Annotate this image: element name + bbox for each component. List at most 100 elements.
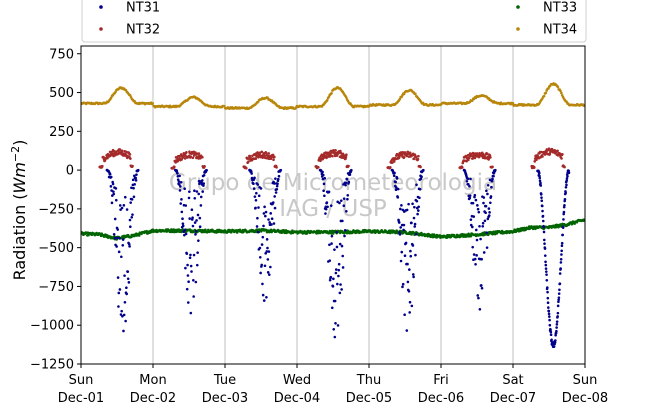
watermark-line-1: Grupo de Micrometeorologia [169,170,497,196]
nt31-point [555,323,559,326]
nt31-point [259,187,263,190]
nt31-point [555,326,558,329]
nt32-point [106,156,109,160]
legend-marker [99,5,103,9]
y-tick-label: 500 [49,86,74,101]
nt31-point [549,328,552,332]
nt31-point [109,175,113,179]
nt31-point [181,222,185,225]
nt31-point [556,311,560,315]
nt31-point [474,198,478,202]
nt31-point [321,173,325,177]
nt31-point [412,275,415,279]
nt31-point [398,233,402,236]
nt31-point [194,280,198,284]
nt31-point [188,190,191,193]
nt32-point [331,154,334,158]
nt32-point [389,166,392,169]
nt31-point [132,186,135,190]
legend-label: NT32 [126,23,160,38]
nt32-point [245,166,248,170]
nt31-point [546,296,550,300]
nt32-point [461,166,464,169]
nt31-point [194,233,197,236]
x-tick-label-date: Dec-02 [130,391,176,406]
nt31-point [557,292,561,295]
nt32-point [131,164,134,168]
nt31-point [193,189,196,193]
nt31-point [544,263,548,267]
nt31-point [180,210,184,214]
nt31-point [471,225,474,229]
nt31-point [538,176,542,180]
nt31-point [404,241,408,245]
nt31-point [559,267,562,270]
nt31-point [114,198,118,202]
nt32-point [197,152,201,155]
nt31-point [485,231,489,234]
nt34-point [398,97,402,101]
nt34-point [325,98,329,102]
nt31-point [341,254,345,258]
nt31-point [122,313,126,317]
nt31-point [321,170,324,174]
nt32-point [257,155,260,159]
nt31-point [348,173,352,176]
nt31-point [482,251,486,254]
nt32-point [408,151,412,155]
nt31-point [554,339,557,342]
nt31-point [472,215,476,218]
nt31-point [117,291,121,295]
nt31-point [395,186,398,189]
nt32-point [402,155,406,159]
nt31-point [560,253,563,256]
nt31-point [559,257,563,261]
nt32-point [264,151,268,155]
nt33-point [420,231,423,235]
nt32-point [201,155,204,159]
nt31-point [558,288,561,292]
nt31-point [275,187,279,191]
nt31-point [337,262,341,266]
nt31-point [417,209,420,212]
nt31-point [541,209,544,213]
y-tick-label: 750 [49,47,74,62]
nt31-point [266,271,270,274]
nt31-point [262,299,266,302]
nt31-point [544,267,548,270]
nt31-point [565,177,569,180]
nt32-point [128,153,132,156]
nt31-point [490,179,494,183]
axes: −1250 −1000 −750 −500 −250 0 250 500 750 Sun Dec-0… [30,45,608,406]
nt31-point [398,231,401,234]
nt31-point [175,169,179,172]
nt31-point [333,248,336,251]
nt31-point [250,172,253,175]
nt31-point [482,196,486,199]
nt31-point [484,211,487,215]
nt31-point [252,182,255,185]
nt31-point [124,319,127,323]
nt31-point [561,226,565,229]
nt31-point [405,329,409,332]
nt32-point [272,158,275,162]
nt31-point [400,250,404,254]
axes-frame [80,45,586,365]
nt31-point [325,201,329,204]
nt31-point [395,177,399,180]
nt31-point [542,238,546,242]
nt31-point [559,261,563,264]
nt31-point [554,333,557,337]
nt31-point [123,274,126,277]
nt32-point [120,149,124,153]
nt31-point [335,245,339,249]
nt31-point [556,304,560,308]
nt31-point [397,221,401,224]
x-tick-label-day: Sun [69,373,94,388]
nt31-point [562,212,565,216]
nt31-point [121,314,124,318]
nt31-point [412,216,416,220]
nt31-point [545,270,548,273]
x-tick-label-day: Sun [573,373,598,388]
